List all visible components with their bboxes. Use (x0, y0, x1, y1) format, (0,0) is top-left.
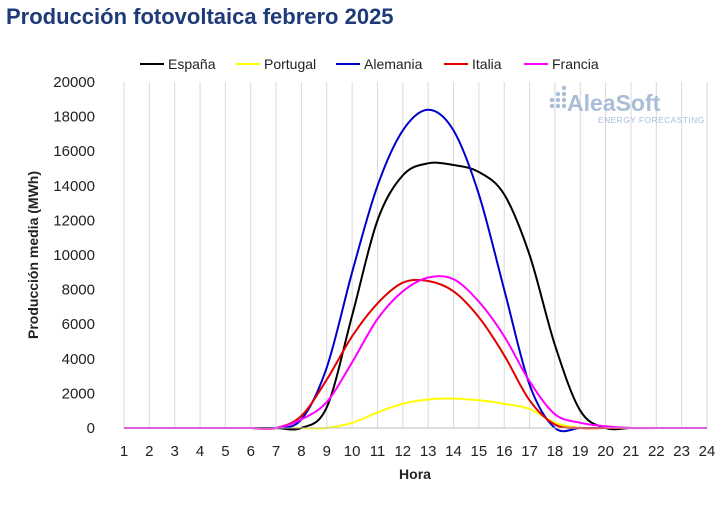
legend-label: Alemania (364, 56, 423, 72)
x-tick-label: 3 (171, 443, 179, 460)
x-tick-label: 1 (120, 443, 128, 460)
logo-dot (549, 97, 555, 103)
x-tick-label: 11 (370, 443, 386, 460)
legend-item-italia: Italia (444, 56, 502, 72)
logo-dot (555, 91, 561, 97)
chart-title: Producción fotovoltaica febrero 2025 (6, 4, 394, 29)
y-tick-label: 16000 (53, 143, 95, 160)
logo-dot (561, 103, 567, 109)
axes: 1 2 3 4 5 6 7 8 9 10 11 12 13 14 15 16 17 18 19 20 21 22 23 240… (53, 74, 715, 460)
y-tick-label: 18000 (53, 109, 95, 126)
logo-dot (555, 97, 561, 103)
x-tick-label: 2 (145, 443, 153, 460)
series-lines (124, 108, 707, 433)
x-tick-label: 24 (699, 443, 716, 460)
x-tick-label: 13 (420, 443, 437, 460)
legend-label: Francia (552, 56, 599, 72)
logo-dot (561, 91, 567, 97)
logo-name: AleaSoft (567, 90, 661, 116)
x-tick-label: 10 (344, 443, 361, 460)
x-axis-title: Hora (399, 466, 431, 482)
x-tick-label: 9 (323, 443, 331, 460)
logo-dots-icon (549, 85, 567, 109)
logo-dot (561, 97, 567, 103)
x-tick-label: 6 (247, 443, 255, 460)
y-tick-label: 4000 (62, 351, 95, 368)
series-line-alemania (124, 108, 707, 433)
logo-dot (549, 103, 555, 109)
y-tick-label: 2000 (62, 385, 95, 402)
x-tick-label: 4 (196, 443, 204, 460)
x-tick-label: 23 (673, 443, 690, 460)
logo-dot (555, 103, 561, 109)
y-tick-label: 12000 (53, 212, 95, 229)
x-tick-label: 16 (496, 443, 513, 460)
x-tick-label: 20 (597, 443, 614, 460)
aleasoft-logo: AleaSoft ENERGY FORECASTING (549, 85, 705, 125)
y-axis-title: Producción media (MWh) (25, 171, 41, 339)
legend-label: Italia (472, 56, 502, 72)
y-tick-label: 8000 (62, 282, 95, 299)
y-tick-label: 10000 (53, 247, 95, 264)
series-line-portugal (124, 397, 707, 430)
x-tick-label: 21 (623, 443, 640, 460)
logo-tagline: ENERGY FORECASTING (598, 115, 705, 125)
x-tick-label: 5 (221, 443, 229, 460)
y-tick-label: 6000 (62, 316, 95, 333)
legend-item-espana: España (140, 56, 216, 72)
grid-lines (123, 82, 708, 428)
x-tick-label: 18 (547, 443, 564, 460)
x-tick-label: 15 (471, 443, 488, 460)
series-line-italia (124, 278, 707, 430)
legend-item-portugal: Portugal (236, 56, 316, 72)
x-tick-label: 8 (297, 443, 305, 460)
y-tick-label: 20000 (53, 74, 95, 91)
x-tick-label: 22 (648, 443, 665, 460)
x-tick-label: 19 (572, 443, 589, 460)
legend-item-alemania: Alemania (336, 56, 423, 72)
legend-label: España (168, 56, 216, 72)
y-tick-label: 0 (87, 420, 95, 437)
legend-item-francia: Francia (524, 56, 599, 72)
x-tick-label: 17 (521, 443, 538, 460)
x-tick-label: 12 (394, 443, 411, 460)
legend-label: Portugal (264, 56, 316, 72)
x-tick-label: 14 (445, 443, 462, 460)
logo-dot (561, 85, 567, 91)
y-tick-label: 14000 (53, 178, 95, 195)
series-line-francia (124, 275, 707, 430)
legend: España Portugal Alemania Italia Francia (140, 56, 599, 72)
x-tick-label: 7 (272, 443, 280, 460)
series-line-espana (124, 161, 707, 431)
